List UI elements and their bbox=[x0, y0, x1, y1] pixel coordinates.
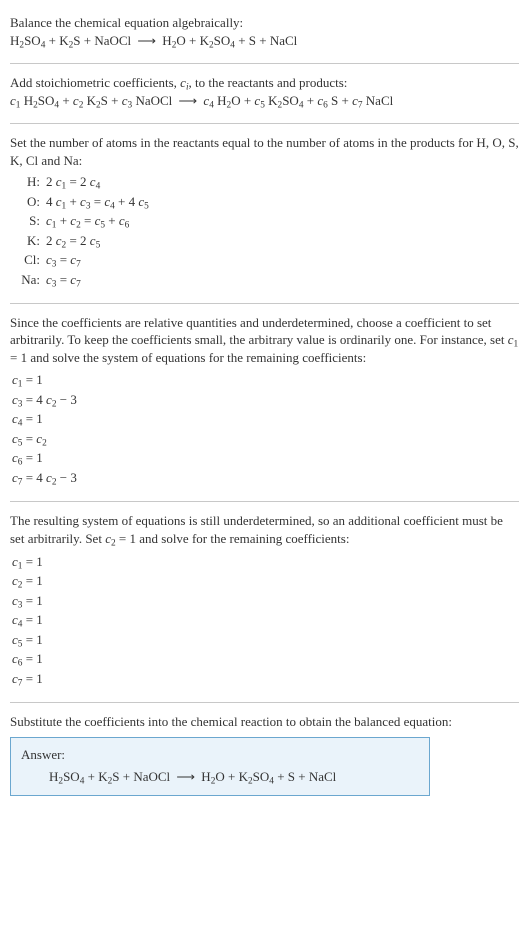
atom-eq-s: c1 + c2 = c5 + c6 bbox=[46, 212, 519, 230]
section-substitute: Substitute the coefficients into the che… bbox=[10, 707, 519, 806]
section-atom-equations: Set the number of atoms in the reactants… bbox=[10, 128, 519, 298]
section-set-c1: Since the coefficients are relative quan… bbox=[10, 308, 519, 498]
atom-eq-na: c3 = c7 bbox=[46, 271, 519, 289]
divider-4 bbox=[10, 501, 519, 502]
set-c2-intro-b: c2 = 1 bbox=[105, 531, 136, 546]
atom-label-o: O: bbox=[16, 193, 46, 211]
section-set-c2: The resulting system of equations is sti… bbox=[10, 506, 519, 698]
atom-eq-cl: c3 = c7 bbox=[46, 251, 519, 269]
coeff-2-c1: c1 = 1 bbox=[12, 552, 519, 572]
atom-label-k: K: bbox=[16, 232, 46, 250]
divider-1 bbox=[10, 63, 519, 64]
divider-5 bbox=[10, 702, 519, 703]
atom-equation-grid: H: 2 c1 = 2 c4 O: 4 c1 + c3 = c4 + 4 c5 … bbox=[16, 173, 519, 288]
answer-label: Answer: bbox=[21, 746, 419, 764]
section-balance-intro: Balance the chemical equation algebraica… bbox=[10, 8, 519, 59]
coeff-1-c4: c4 = 1 bbox=[12, 409, 519, 429]
coeff-2-c2: c2 = 1 bbox=[12, 571, 519, 591]
coeff-1-c1: c1 = 1 bbox=[12, 370, 519, 390]
set-c2-intro-c: and solve for the remaining coefficients… bbox=[136, 531, 349, 546]
coeff-1-c7: c7 = 4 c2 − 3 bbox=[12, 468, 519, 488]
coeff-2-c3: c3 = 1 bbox=[12, 591, 519, 611]
stoich-intro-a: Add stoichiometric coefficients, bbox=[10, 75, 180, 90]
divider-2 bbox=[10, 123, 519, 124]
intro-line-1: Balance the chemical equation algebraica… bbox=[10, 14, 519, 32]
atom-label-cl: Cl: bbox=[16, 251, 46, 269]
coeff-list-1: c1 = 1 c3 = 4 c2 − 3 c4 = 1 c5 = c2 c6 =… bbox=[12, 370, 519, 487]
substitute-intro: Substitute the coefficients into the che… bbox=[10, 713, 519, 731]
equation-unbalanced: H2SO4 + K2S + NaOCl ⟶ H2O + K2SO4 + S + … bbox=[10, 32, 519, 50]
atom-label-h: H: bbox=[16, 173, 46, 191]
stoich-intro-b: , to the reactants and products: bbox=[189, 75, 348, 90]
stoich-intro: Add stoichiometric coefficients, ci, to … bbox=[10, 74, 519, 92]
coeff-1-c3: c3 = 4 c2 − 3 bbox=[12, 390, 519, 410]
atom-intro: Set the number of atoms in the reactants… bbox=[10, 134, 519, 169]
set-c1-intro-c: and solve the system of equations for th… bbox=[27, 350, 366, 365]
coeff-1-c6: c6 = 1 bbox=[12, 448, 519, 468]
divider-3 bbox=[10, 303, 519, 304]
set-c1-intro-a: Since the coefficients are relative quan… bbox=[10, 315, 508, 348]
equation-with-coeffs: c1 H2SO4 + c2 K2S + c3 NaOCl ⟶ c4 H2O + … bbox=[10, 92, 519, 110]
set-c1-intro: Since the coefficients are relative quan… bbox=[10, 314, 519, 367]
atom-label-s: S: bbox=[16, 212, 46, 230]
atom-eq-h: 2 c1 = 2 c4 bbox=[46, 173, 519, 191]
atom-label-na: Na: bbox=[16, 271, 46, 289]
answer-equation: H2SO4 + K2S + NaOCl ⟶ H2O + K2SO4 + S + … bbox=[21, 768, 419, 786]
set-c2-intro: The resulting system of equations is sti… bbox=[10, 512, 519, 547]
coeff-2-c6: c6 = 1 bbox=[12, 649, 519, 669]
atom-eq-k: 2 c2 = 2 c5 bbox=[46, 232, 519, 250]
atom-eq-o: 4 c1 + c3 = c4 + 4 c5 bbox=[46, 193, 519, 211]
answer-box: Answer: H2SO4 + K2S + NaOCl ⟶ H2O + K2SO… bbox=[10, 737, 430, 796]
section-stoichiometric: Add stoichiometric coefficients, ci, to … bbox=[10, 68, 519, 119]
coeff-1-c5: c5 = c2 bbox=[12, 429, 519, 449]
ci-symbol: ci bbox=[180, 75, 188, 90]
coeff-2-c7: c7 = 1 bbox=[12, 669, 519, 689]
coeff-2-c5: c5 = 1 bbox=[12, 630, 519, 650]
coeff-list-2: c1 = 1 c2 = 1 c3 = 1 c4 = 1 c5 = 1 c6 = … bbox=[12, 552, 519, 689]
document-root: Balance the chemical equation algebraica… bbox=[0, 0, 529, 816]
coeff-2-c4: c4 = 1 bbox=[12, 610, 519, 630]
